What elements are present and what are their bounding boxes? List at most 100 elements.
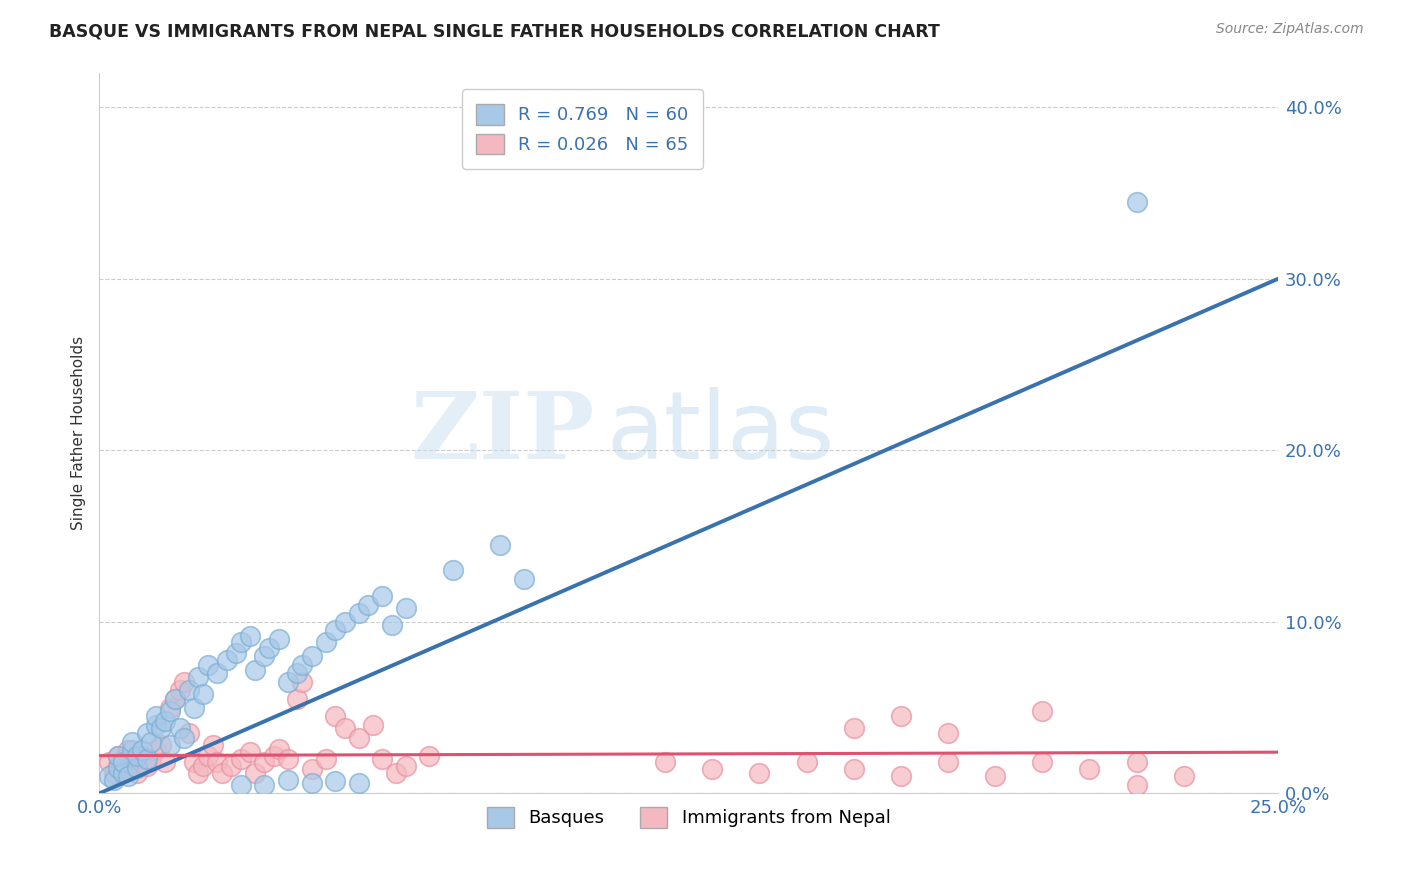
Point [135, 726, 157, 740]
Point [333, 721, 356, 735]
Point [243, 765, 266, 780]
Point [315, 635, 337, 649]
Point [291, 657, 314, 672]
Point [229, 778, 252, 792]
Point [796, 756, 818, 770]
Point [155, 714, 177, 729]
Point [127, 761, 149, 775]
Point [347, 607, 370, 621]
Point [173, 731, 195, 746]
Point [111, 765, 134, 780]
Point [207, 756, 229, 770]
Point [371, 752, 394, 766]
Point [323, 774, 346, 789]
Point [287, 692, 309, 706]
Point [1078, 762, 1101, 776]
Point [201, 739, 224, 753]
Point [381, 618, 404, 632]
Point [177, 683, 200, 698]
Point [489, 538, 512, 552]
Point [191, 687, 214, 701]
Point [131, 743, 153, 757]
Point [1125, 756, 1147, 770]
Point [187, 670, 209, 684]
Point [277, 752, 299, 766]
Point [239, 745, 262, 759]
Point [361, 717, 384, 731]
Point [890, 709, 912, 723]
Point [163, 692, 186, 706]
Point [159, 739, 181, 753]
Point [441, 563, 464, 577]
Point [253, 649, 276, 664]
Point [121, 735, 143, 749]
Point [207, 666, 229, 681]
Point [111, 756, 134, 770]
Point [97, 769, 120, 783]
Point [107, 759, 129, 773]
Point [936, 756, 959, 770]
Point [1031, 704, 1053, 718]
Point [197, 748, 219, 763]
Point [169, 683, 191, 698]
Point [117, 769, 139, 783]
Point [702, 762, 724, 776]
Point [239, 629, 262, 643]
Point [197, 657, 219, 672]
Point [277, 772, 299, 787]
Point [347, 731, 370, 746]
Point [135, 752, 157, 766]
Point [301, 762, 323, 776]
Legend: Basques, Immigrants from Nepal: Basques, Immigrants from Nepal [479, 799, 898, 835]
Point [117, 743, 139, 757]
Point [183, 756, 205, 770]
Point [842, 762, 865, 776]
Point [229, 752, 252, 766]
Point [145, 717, 167, 731]
Point [323, 709, 346, 723]
Point [127, 752, 149, 766]
Point [842, 721, 865, 735]
Point [890, 769, 912, 783]
Point [103, 765, 125, 780]
Point [277, 674, 299, 689]
Y-axis label: Single Father Households: Single Father Households [72, 336, 86, 530]
Point [149, 721, 172, 735]
Point [131, 748, 153, 763]
Point [267, 632, 290, 646]
Point [301, 649, 323, 664]
Point [243, 663, 266, 677]
Point [183, 700, 205, 714]
Point [103, 772, 125, 787]
Point [315, 752, 337, 766]
Point [385, 765, 408, 780]
Text: atlas: atlas [606, 387, 834, 479]
Point [1125, 778, 1147, 792]
Point [177, 726, 200, 740]
Point [127, 765, 149, 780]
Point [159, 704, 181, 718]
Point [984, 769, 1007, 783]
Point [263, 748, 285, 763]
Point [155, 756, 177, 770]
Point [149, 739, 172, 753]
Point [1173, 769, 1195, 783]
Point [121, 743, 143, 757]
Text: BASQUE VS IMMIGRANTS FROM NEPAL SINGLE FATHER HOUSEHOLDS CORRELATION CHART: BASQUE VS IMMIGRANTS FROM NEPAL SINGLE F… [49, 22, 941, 40]
Point [159, 700, 181, 714]
Point [107, 748, 129, 763]
Point [145, 743, 167, 757]
Point [229, 635, 252, 649]
Point [371, 589, 394, 603]
Point [333, 615, 356, 629]
Point [936, 726, 959, 740]
Point [267, 741, 290, 756]
Point [97, 756, 120, 770]
Point [748, 765, 770, 780]
Point [418, 748, 440, 763]
Point [253, 756, 276, 770]
Text: ZIP: ZIP [411, 388, 595, 478]
Point [1031, 756, 1053, 770]
Point [141, 752, 163, 766]
Point [395, 759, 418, 773]
